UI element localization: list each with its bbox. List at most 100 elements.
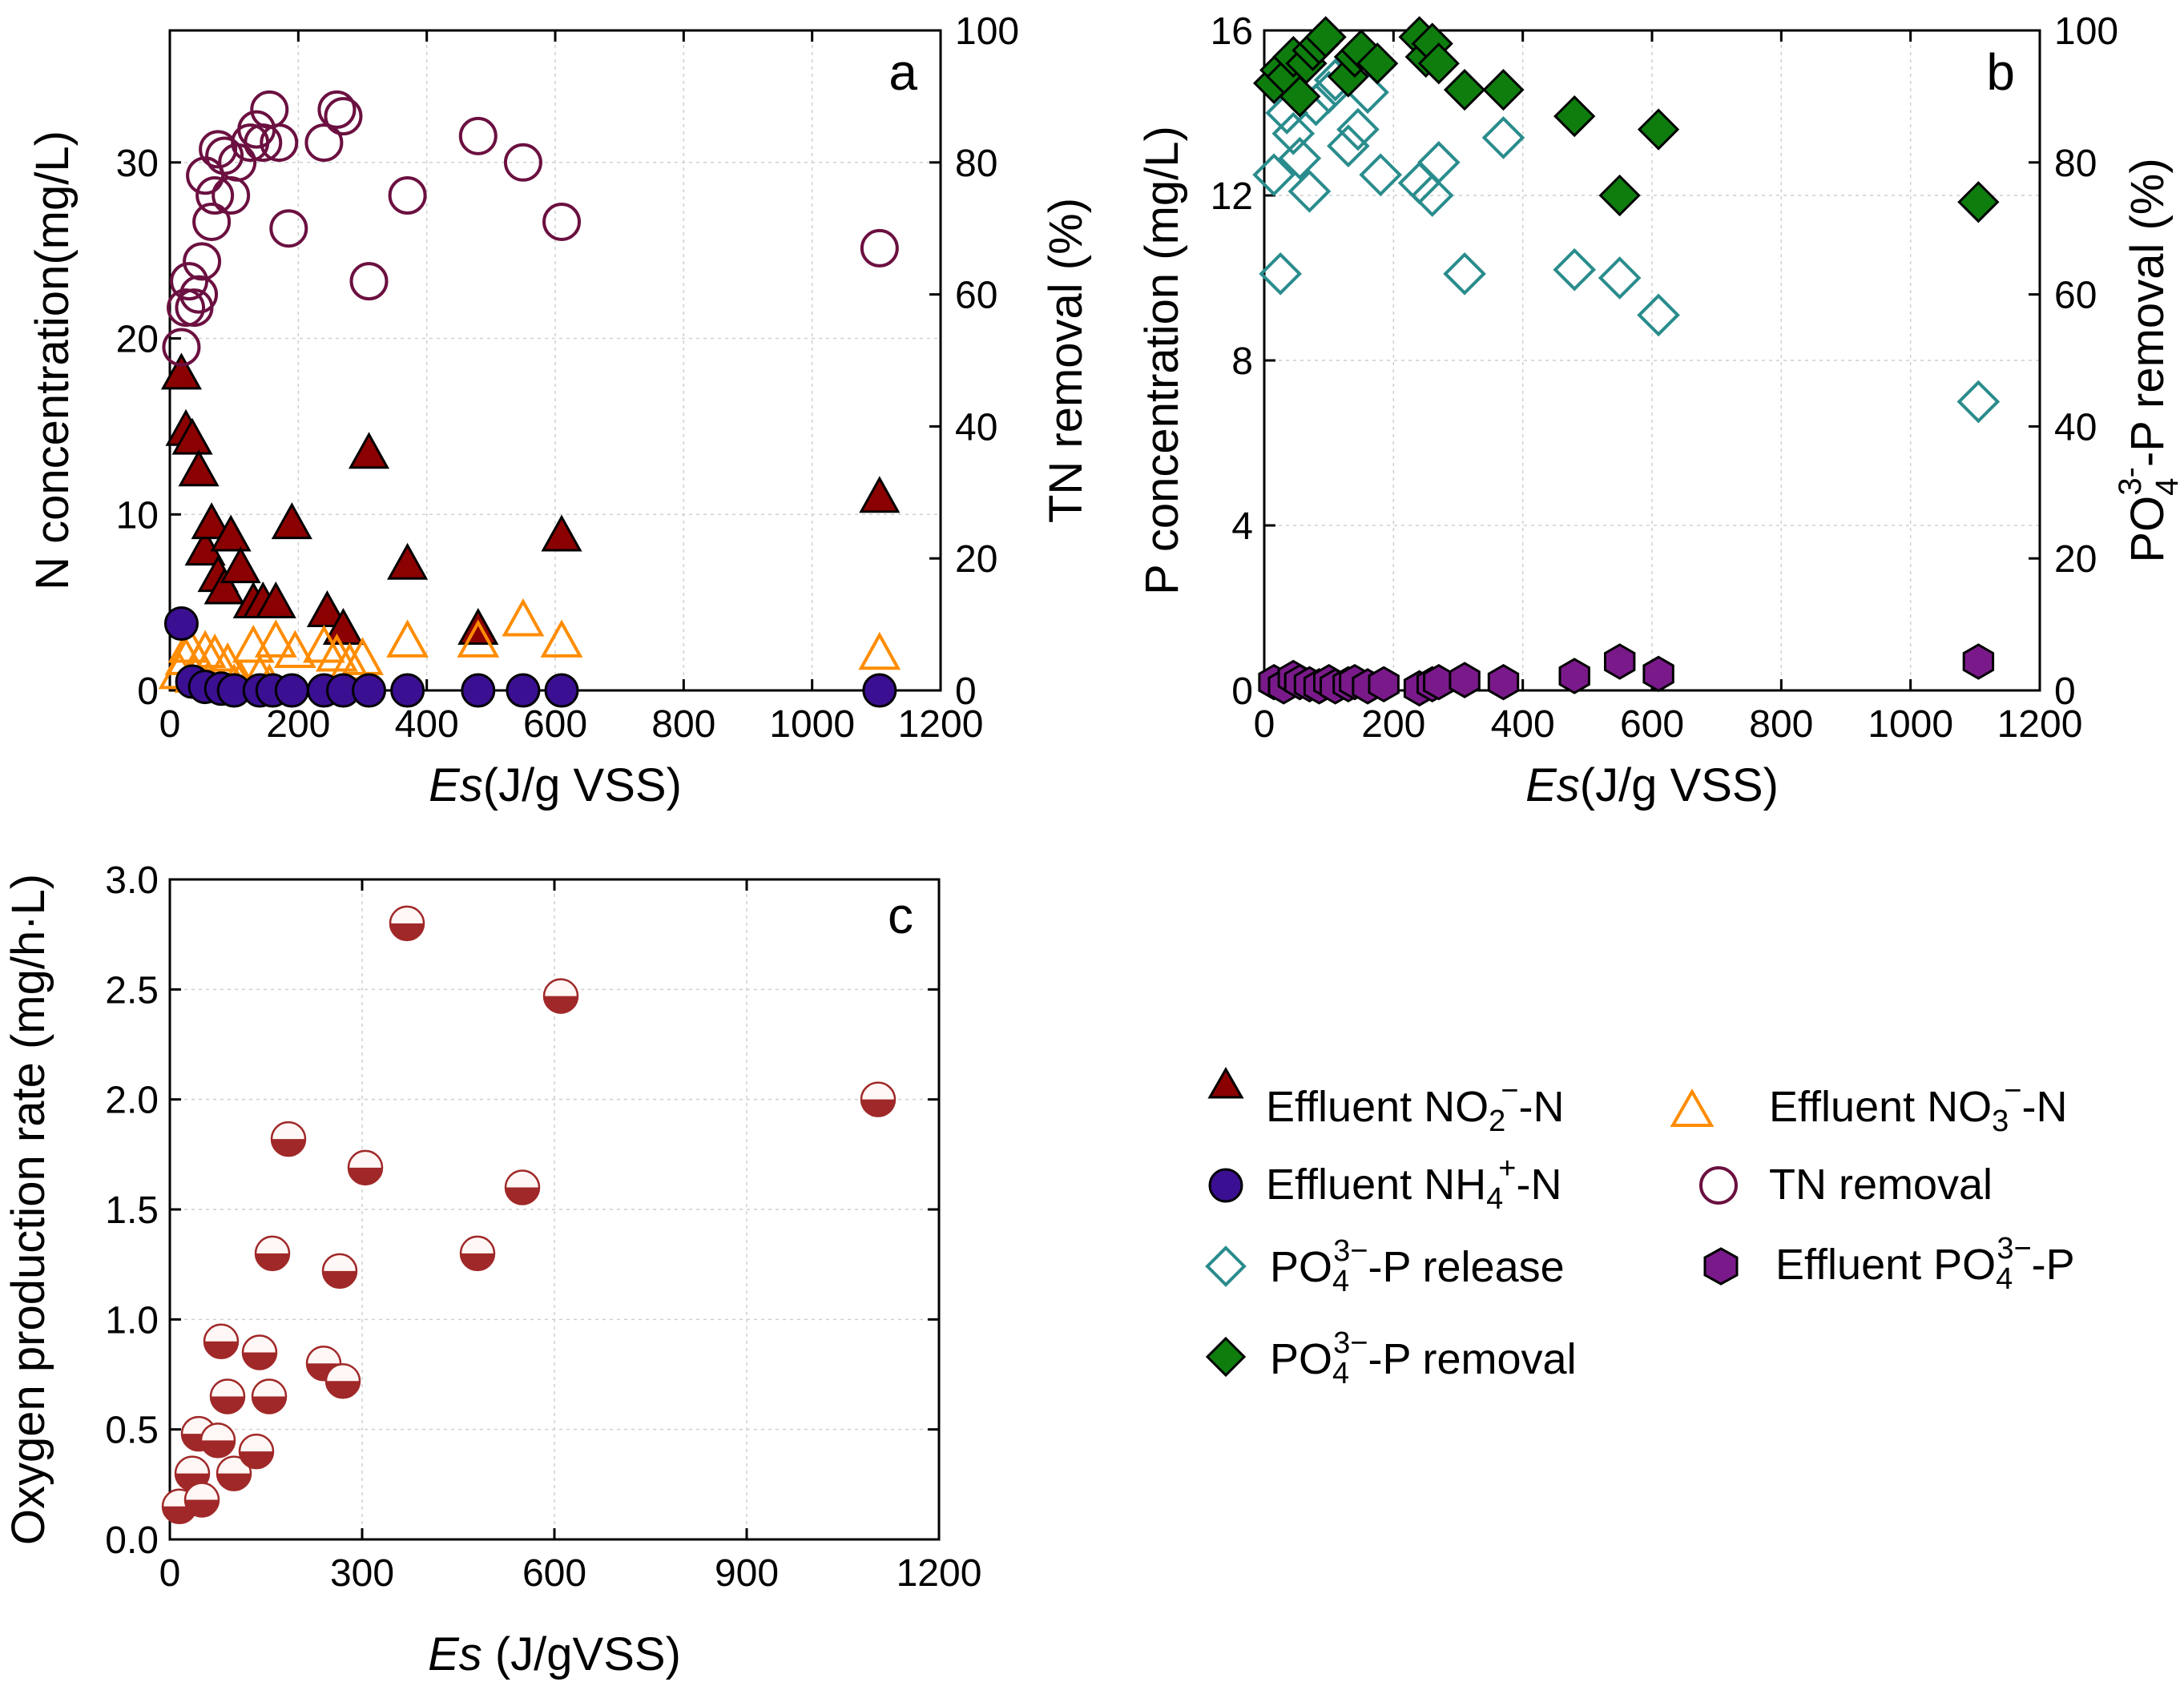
panel-b-point-p_release bbox=[1410, 174, 1454, 217]
panel-a-point-no2 bbox=[255, 581, 296, 619]
panel-b-y2label-main: PO bbox=[2122, 496, 2174, 563]
panel-a-point-tn bbox=[218, 143, 257, 182]
panel-b-y2tick-label: 0 bbox=[2054, 670, 2076, 713]
panel-a-point-nh4 bbox=[461, 673, 496, 708]
panel-a-y2tick-label: 60 bbox=[955, 275, 997, 317]
panel-b-y2tick-label: 80 bbox=[2054, 143, 2097, 185]
panel-c-point-oxygen-ring bbox=[203, 1323, 240, 1360]
panel-b-xlabel-italic: Es bbox=[1525, 759, 1580, 811]
panel-a-marks bbox=[158, 90, 901, 708]
legend-item-no2: Effluent NO2−-N bbox=[1207, 1066, 1565, 1138]
panel-a-point-tn bbox=[260, 123, 299, 163]
panel-a-point-no2 bbox=[541, 514, 582, 552]
panel-c-ytick-label: 0.5 bbox=[105, 1410, 159, 1452]
panel-a-point-tn bbox=[199, 130, 238, 169]
panel-a-point-nh4 bbox=[544, 673, 579, 708]
panel-c-point-oxygen-ring bbox=[347, 1149, 384, 1186]
legend-p-release-main: PO bbox=[1270, 1243, 1332, 1291]
legend-item-tn: TN removal bbox=[1699, 1161, 1993, 1209]
panel-c-ylabel: Oxygen production rate (mg/h·L) bbox=[2, 874, 54, 1545]
panel-a-point-tn bbox=[304, 123, 344, 163]
panel-c-point-oxygen-bottom bbox=[390, 923, 424, 940]
panel-a-y2label: TN removal (%) bbox=[1040, 198, 1092, 523]
legend-item-p-effluent: Effluent PO43−-P bbox=[1703, 1232, 2075, 1296]
panel-b-point-p_removal bbox=[1417, 42, 1460, 85]
legend-label-nh4: Effluent NH4+-N bbox=[1266, 1152, 1561, 1216]
panel-a-point-tn bbox=[324, 97, 363, 136]
panel-c-ytick-label: 1.0 bbox=[105, 1299, 159, 1342]
panel-b-point-p_effluent bbox=[1642, 655, 1674, 693]
legend-p-effluent-sub: 4 bbox=[1996, 1262, 2013, 1296]
legend-no2-main: Effluent NO bbox=[1266, 1083, 1489, 1131]
panel-a-ytick-label: 10 bbox=[116, 494, 159, 537]
panel-c: 0 300 600 900 1200 0.0 0.5 1.0 1.5 2.0 2.5 3.0 c Es… bbox=[2, 859, 981, 1680]
panel-b-y2label-tail: -P removal (%) bbox=[2122, 158, 2174, 467]
panel-b-point-p_release bbox=[1481, 116, 1525, 159]
legend-p-effluent-main: Effluent PO bbox=[1775, 1241, 1996, 1289]
panel-a-point-tn bbox=[192, 202, 232, 241]
panel-c-ytick-label: 1.5 bbox=[105, 1189, 159, 1232]
panel-a-point-tn bbox=[186, 156, 225, 195]
panel-b-xtick-label: 0 bbox=[1254, 703, 1275, 746]
panel-a-xlabel-rest: (J/g VSS) bbox=[483, 759, 682, 811]
legend-marker-p-removal bbox=[1205, 1336, 1247, 1378]
panel-c-point-oxygen-ring bbox=[209, 1378, 246, 1414]
panel-a-xtick-label: 1000 bbox=[769, 703, 855, 746]
panel-a-y2tick-label: 20 bbox=[955, 538, 997, 581]
panel-c-point-oxygen bbox=[238, 1433, 275, 1470]
panel-a-point-no2 bbox=[457, 608, 499, 645]
legend-label-p-effluent: Effluent PO43−-P bbox=[1775, 1232, 2075, 1296]
panel-a-letter: a bbox=[889, 43, 917, 101]
panel-c-point-oxygen-ring bbox=[183, 1482, 220, 1518]
panel-c-point-oxygen bbox=[209, 1378, 246, 1414]
panel-b-y2tick-label: 60 bbox=[2054, 275, 2097, 317]
panel-c-point-oxygen-ring bbox=[504, 1169, 541, 1205]
panel-a-point-tn bbox=[162, 328, 201, 367]
panel-c-point-oxygen-bottom bbox=[252, 1396, 286, 1414]
panel-b-point-p_removal bbox=[1637, 108, 1680, 151]
panel-b-point-p_release bbox=[1271, 111, 1316, 155]
panel-a-point-no3 bbox=[502, 598, 545, 637]
panel-c-point-oxygen-bottom bbox=[461, 1253, 494, 1270]
panel-b-point-p_effluent bbox=[1604, 643, 1636, 680]
panel-b-point-p_release bbox=[1336, 107, 1380, 151]
panel-a-xlabel: Es(J/g VSS) bbox=[429, 759, 682, 811]
panel-a-grid bbox=[170, 30, 941, 690]
panel-b-point-p_removal bbox=[1304, 16, 1347, 58]
panel-b-xtick-label: 800 bbox=[1749, 703, 1813, 746]
panel-a-point-nh4 bbox=[862, 673, 897, 708]
legend-no2-tail: -N bbox=[1519, 1083, 1565, 1131]
panel-a-point-tn bbox=[170, 262, 209, 301]
panel-c-xtick-label: 600 bbox=[522, 1552, 586, 1595]
panel-c-point-oxygen-ring bbox=[238, 1433, 275, 1470]
panel-a-point-nh4 bbox=[352, 673, 387, 708]
legend-p-release-sup: 3− bbox=[1333, 1234, 1368, 1268]
panel-a-point-nh4 bbox=[506, 673, 541, 708]
panel-c-point-oxygen-ring bbox=[254, 1235, 291, 1272]
panel-b-point-p_release bbox=[1359, 153, 1403, 197]
panel-b-y2tick-label: 100 bbox=[2054, 10, 2118, 53]
panel-c-ytick-label: 2.5 bbox=[105, 969, 159, 1012]
panel-b-y2label-sub: 4 bbox=[2150, 478, 2184, 496]
panel-c-point-oxygen bbox=[199, 1422, 236, 1459]
panel-a-ytick-label: 20 bbox=[116, 319, 159, 361]
panel-c-point-oxygen-bottom bbox=[861, 1099, 895, 1117]
panel-a-xlabel-italic: Es bbox=[429, 759, 483, 811]
panel-c-point-oxygen bbox=[542, 978, 579, 1014]
panel-b-y2label: PO43--P removal (%) bbox=[2113, 158, 2184, 562]
legend-label-tn: TN removal bbox=[1769, 1161, 1993, 1209]
panel-b-y2tick-label: 40 bbox=[2054, 406, 2097, 449]
panel-c-point-oxygen-bottom bbox=[544, 996, 578, 1013]
panel-a-y2tick-label: 80 bbox=[955, 143, 997, 185]
panel-b-ytick-label: 12 bbox=[1211, 175, 1253, 218]
legend-no2-sub: 2 bbox=[1489, 1105, 1505, 1138]
legend-marker-no3 bbox=[1670, 1088, 1715, 1127]
panel-b-point-p_effluent bbox=[1368, 666, 1400, 703]
panel-a-point-no2 bbox=[203, 567, 245, 605]
panel-b-point-p_release bbox=[1252, 153, 1295, 197]
panel-b-point-p_release bbox=[1637, 293, 1680, 337]
panel-a-ytick-label: 30 bbox=[116, 143, 159, 185]
panel-a-ytick-label: 0 bbox=[137, 670, 159, 713]
legend-nh4-tail: -N bbox=[1517, 1161, 1562, 1209]
panel-c-xtick-label: 300 bbox=[330, 1552, 394, 1595]
